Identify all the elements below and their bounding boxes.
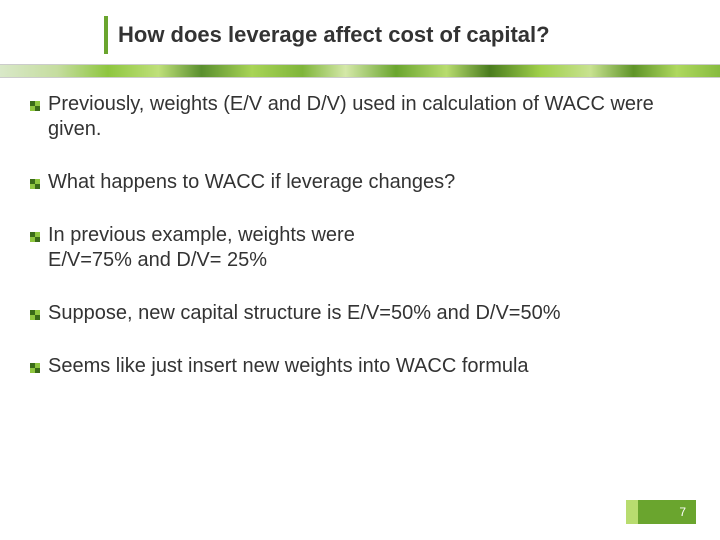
bullet-item: Seems like just insert new weights into … <box>30 354 690 379</box>
footer-page-tab: 7 <box>638 500 696 524</box>
bullet-item: Suppose, new capital structure is E/V=50… <box>30 301 690 326</box>
bullet-text: Suppose, new capital structure is E/V=50… <box>48 301 561 326</box>
slide-title-area: How does leverage affect cost of capital… <box>118 22 550 48</box>
bullet-item: What happens to WACC if leverage changes… <box>30 170 690 195</box>
bullet-text: In previous example, weights wereE/V=75%… <box>48 223 355 273</box>
header-divider-strip <box>0 64 720 78</box>
bullet-item: In previous example, weights wereE/V=75%… <box>30 223 690 273</box>
slide-title: How does leverage affect cost of capital… <box>118 22 550 48</box>
title-accent-bar <box>104 16 108 54</box>
bullet-icon <box>30 360 40 378</box>
bullet-icon <box>30 98 40 116</box>
slide-content: Previously, weights (E/V and D/V) used i… <box>30 92 690 407</box>
bullet-icon <box>30 176 40 194</box>
bullet-text: Previously, weights (E/V and D/V) used i… <box>48 92 690 142</box>
page-number: 7 <box>679 505 686 519</box>
bullet-text: What happens to WACC if leverage changes… <box>48 170 455 195</box>
bullet-text: Seems like just insert new weights into … <box>48 354 529 379</box>
footer-accent-strip <box>626 500 638 524</box>
bullet-item: Previously, weights (E/V and D/V) used i… <box>30 92 690 142</box>
bullet-icon <box>30 229 40 247</box>
bullet-icon <box>30 307 40 325</box>
